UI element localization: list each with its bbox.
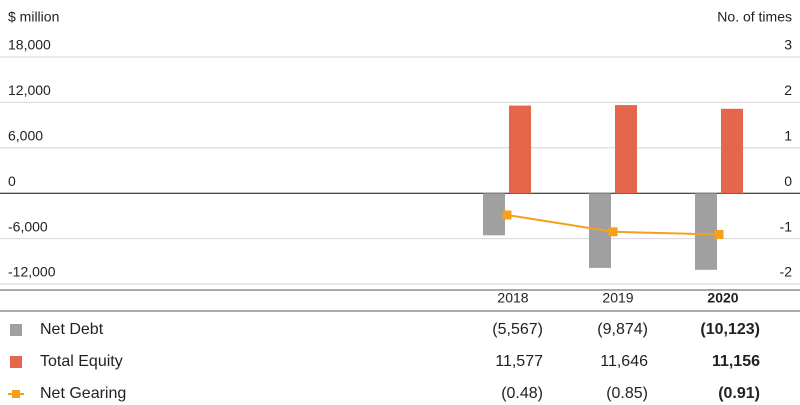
table-value: 11,577 (495, 353, 543, 370)
legend-label: Total Equity (40, 353, 123, 370)
x-tick-label: 2020 (707, 290, 738, 306)
y-tick-label: 18,000 (8, 37, 51, 53)
legend-swatch (10, 324, 22, 336)
y2-tick-label: 3 (784, 37, 792, 53)
legend-marker (12, 390, 20, 398)
line-marker (502, 210, 512, 220)
x-tick-label: 2019 (602, 290, 633, 306)
line-marker (714, 230, 724, 240)
bar (695, 193, 717, 270)
bar (721, 108, 743, 194)
table-value: (5,567) (492, 321, 543, 338)
table-value: 11,156 (712, 353, 760, 370)
y-tick-label: -12,000 (8, 264, 56, 280)
table-value: (0.91) (718, 385, 760, 402)
table-value: (10,123) (700, 321, 760, 338)
y2-axis-title: No. of times (717, 9, 792, 25)
y-tick-label: 6,000 (8, 128, 43, 144)
table-value: (9,874) (597, 321, 648, 338)
y2-tick-label: 2 (784, 82, 792, 98)
y-axis-title: $ million (8, 9, 59, 25)
bar (509, 105, 531, 194)
y-tick-label: -6,000 (8, 218, 48, 234)
legend-label: Net Debt (40, 321, 104, 338)
y-tick-label: 12,000 (8, 82, 51, 98)
table-value: (0.85) (606, 385, 648, 402)
bar (483, 193, 505, 236)
y-tick-label: 0 (8, 173, 16, 189)
table-value: 11,646 (600, 353, 648, 370)
y2-tick-label: -2 (780, 264, 793, 280)
legend-label: Net Gearing (40, 385, 126, 402)
legend-swatch (10, 356, 22, 368)
y2-tick-label: 0 (784, 173, 792, 189)
y2-tick-label: 1 (784, 128, 792, 144)
bar (615, 105, 637, 194)
x-tick-label: 2018 (497, 290, 528, 306)
y2-tick-label: -1 (780, 218, 793, 234)
table-value: (0.48) (501, 385, 543, 402)
line-marker (608, 227, 618, 237)
